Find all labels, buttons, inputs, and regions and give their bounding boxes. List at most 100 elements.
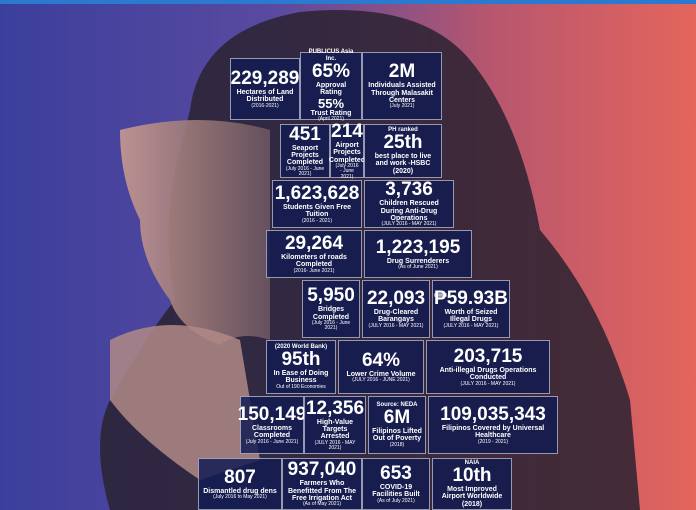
tile-note: (As of May 2021) — [302, 501, 342, 508]
tile-note: (April 2021) — [318, 116, 344, 123]
tile-figure: 25th — [383, 132, 423, 154]
tile-label: Most Improved Airport Worldwide (2018) — [441, 486, 503, 508]
stat-tile: 1,623,628 Students Given Free Tuition (201… — [272, 180, 362, 228]
tile-label: Approval Rating — [315, 81, 347, 97]
tile-figure: 22,093 — [366, 288, 426, 310]
tile-pre: (2020 World Bank) — [274, 343, 328, 350]
tile-note: Out of 190 Economies — [276, 383, 326, 390]
tile-note: (JULY 2016 - MAY 2021) — [381, 221, 437, 228]
tile-label: Seaport Projects Completed — [286, 144, 324, 167]
tile-note: (July 2016 - June 2021) — [285, 165, 325, 177]
tile-label: Lower Crime Volume — [346, 370, 416, 378]
tile-figure: 451 — [289, 123, 321, 145]
tile-label: Anti-illegal Drugs Operations Conducted — [439, 367, 537, 382]
tile-label: Individuals Assisted Through Malasakit C… — [368, 82, 436, 105]
tile-note: (As of June 2021) — [398, 264, 438, 271]
stat-tile: 451 Seaport Projects Completed (July 2016 … — [280, 124, 330, 178]
tile-figure: 214 — [331, 121, 363, 143]
stat-tile: 22,093 Drug-Cleared Barangays (JULY 2016 -… — [362, 280, 430, 338]
stat-tile: 109,035,343 Filipinos Covered by Universa… — [428, 396, 558, 454]
stat-tile: PH ranked 25th best place to live and work… — [364, 124, 442, 178]
tile-figure: 937,040 — [287, 459, 357, 481]
tile-note: (JULY 2016 - MAY 2021) — [368, 322, 424, 329]
tile-figure: 5,950 — [307, 285, 355, 307]
stat-tile: PUBLICUS Asia Inc. 65% Approval Rating 55% T… — [300, 49, 362, 123]
stat-tile: 29,264 Kilometers of roads Completed (2016… — [266, 230, 362, 278]
tile-pre: Source: NEDA — [376, 401, 418, 408]
stat-tile: ₱59.93B Worth of Seized Illegal Drugs (JUL… — [432, 280, 510, 338]
tile-pre: PUBLICUS Asia Inc. — [308, 49, 354, 62]
tile-label2: Trust Rating — [310, 110, 352, 118]
tile-label: Drug Surrenderers — [386, 257, 450, 265]
stat-tile: 2M Individuals Assisted Through Malasakit… — [362, 52, 442, 120]
top-bar — [0, 0, 696, 4]
tile-note: (July 2016 to May 2021) — [213, 494, 267, 501]
stat-tile: 937,040 Farmers Who Benefitted From The F… — [282, 458, 362, 510]
stat-tile: 3,736 Children Rescued During Anti-Drug O… — [364, 180, 454, 228]
tile-note: (2019 - 2021) — [477, 438, 509, 445]
tile-figure: 2M — [388, 61, 416, 83]
tile-note: (July 2016 - June 2021) — [245, 438, 299, 445]
stat-tile: 12,356 High-Value Targets Arrested (JULY 2… — [304, 396, 366, 454]
tile-label: Classrooms Completed — [251, 425, 293, 440]
tile-label: best place to live and work -HSBC (2020) — [374, 153, 432, 175]
tile-label: Filipinos Lifted Out of Poverty — [372, 428, 422, 443]
stat-tile: (2020 World Bank) 95th In Ease of Doing Bu… — [266, 340, 336, 394]
stat-tile: 64% Lower Crime Volume (JULY 2016 - JUNE 2… — [338, 340, 424, 394]
tile-label: Drug-Cleared Barangays — [373, 309, 419, 324]
tile-note: (July 2016 - June 2021) — [335, 163, 359, 180]
tile-note: (2016 - 2021) — [301, 217, 333, 224]
tile-figure: 10th — [452, 465, 492, 487]
tile-figure: 109,035,343 — [440, 404, 546, 426]
tile-note: (JULY 2016 - MAY 2021) — [443, 322, 499, 329]
tile-note: (2018) — [389, 441, 405, 448]
tile-figure: 64% — [361, 349, 401, 371]
tile-figure2: 55% — [317, 95, 345, 111]
tile-figure: 12,356 — [305, 397, 365, 419]
tile-figure: 29,264 — [284, 233, 344, 255]
tile-label: Hectares of Land Distributed — [236, 89, 294, 104]
tile-figure: 6M — [383, 407, 411, 429]
tile-label: High-Value Targets Arrested — [316, 418, 354, 441]
tile-note: (July 2016 - June 2021) — [311, 320, 351, 332]
stat-tile: 229,289 Hectares of Land Distributed (2016… — [230, 58, 300, 120]
stat-tile: 807 Dismantled drug dens (July 2016 to May… — [198, 458, 282, 510]
tile-figure: 229,289 — [230, 68, 300, 90]
tile-note: (JULY 2016 - MAY 2021) — [460, 380, 516, 387]
hand — [110, 325, 260, 480]
stat-tile: 203,715 Anti-illegal Drugs Operations Con… — [426, 340, 550, 394]
tile-figure: 653 — [380, 463, 412, 485]
stat-tile: 653 COVID-19 Facilities Built (As of July … — [362, 458, 430, 510]
tile-note: (2016-2021) — [251, 102, 279, 109]
tile-note: (July 2021) — [389, 103, 415, 110]
tile-note: (As of July 2021) — [377, 497, 415, 504]
tile-label: Dismantled drug dens — [203, 487, 277, 495]
tile-label: Filipinos Covered by Universal Healthcar… — [441, 425, 545, 440]
tile-note: (2016- June 2021) — [293, 267, 335, 274]
tile-figure: 1,223,195 — [375, 236, 461, 258]
tile-figure: 203,715 — [453, 346, 523, 368]
tile-note: (JULY 2016 - JUNE 2021) — [352, 377, 410, 384]
tile-figure: 95th — [281, 349, 321, 371]
tile-figure: 1,623,628 — [274, 183, 360, 205]
stat-tile: 1,223,195 Drug Surrenderers (As of June 20… — [364, 230, 472, 278]
tile-label: In Ease of Doing Business — [273, 370, 329, 385]
tile-label: Worth of Seized Illegal Drugs — [444, 309, 498, 324]
tile-pre: NAIA — [464, 459, 480, 466]
tile-label: COVID-19 Facilities Built — [372, 484, 420, 499]
tile-label: Children Rescued During Anti-Drug Operat… — [379, 200, 439, 223]
stat-tile: Source: NEDA 6M Filipinos Lifted Out of Po… — [368, 396, 426, 454]
stat-tile: NAIA 10th Most Improved Airport Worldwide … — [432, 458, 512, 510]
tile-figure: 150,149 — [237, 404, 307, 426]
tile-label: Airport Projects Completed — [328, 142, 366, 164]
tile-figure: 3,736 — [385, 179, 433, 201]
tile-label: Farmers Who Benefitted From The Free Irr… — [287, 480, 357, 503]
stat-tile: 5,950 Bridges Completed (July 2016 - June … — [302, 280, 360, 338]
tile-label: Kilometers of roads Completed — [281, 254, 347, 269]
face — [120, 120, 270, 345]
tile-pre: PH ranked — [388, 126, 418, 133]
tile-note: (JULY 2016 - MAY 2021) — [314, 439, 356, 451]
stat-tile: 150,149 Classrooms Completed (July 2016 - … — [237, 396, 307, 454]
tile-figure: 65% — [311, 60, 351, 82]
